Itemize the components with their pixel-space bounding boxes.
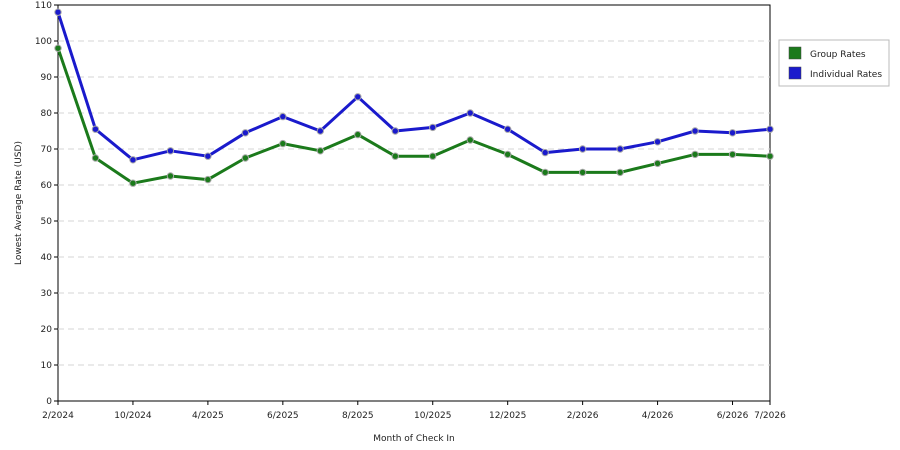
gridlines — [58, 40, 770, 366]
data-point-group-rates — [391, 152, 399, 160]
data-point-individual-rates — [279, 112, 287, 121]
data-point-individual-rates — [391, 127, 399, 135]
data-point-group-rates — [241, 154, 250, 162]
data-point-group-rates — [354, 130, 362, 139]
data-point-individual-rates — [316, 127, 325, 135]
series-group-rates — [54, 44, 774, 187]
data-point-individual-rates — [578, 145, 587, 153]
data-point-individual-rates — [691, 127, 699, 135]
series-individual-rates — [54, 8, 774, 164]
legend-swatch — [788, 46, 802, 60]
plot-area — [57, 4, 771, 402]
x-tick-label: 6/2026 — [717, 411, 749, 421]
x-tick-label: 12/2025 — [489, 411, 526, 421]
x-axis: 2/2024 10/2024 4/2025 6/2025 8/2025 10/2025 12… — [42, 401, 786, 421]
y-tick-label: 0 — [46, 397, 52, 407]
y-tick-label: 40 — [41, 253, 53, 263]
y-tick-label: 10 — [41, 361, 53, 371]
data-point-group-rates — [204, 175, 212, 184]
x-tick-label: 8/2025 — [342, 411, 374, 421]
y-tick-label: 60 — [41, 181, 53, 191]
data-point-individual-rates — [466, 109, 474, 117]
x-tick-label: 2/2024 — [42, 411, 74, 421]
data-point-individual-rates — [204, 152, 212, 160]
data-point-group-rates — [166, 172, 175, 180]
x-tick-label: 10/2025 — [414, 411, 451, 421]
data-point-group-rates — [653, 159, 662, 168]
y-tick-label: 100 — [35, 37, 52, 47]
data-point-group-rates — [691, 150, 699, 159]
data-point-individual-rates — [429, 123, 437, 132]
data-point-individual-rates — [241, 129, 250, 137]
data-point-group-rates — [766, 152, 774, 160]
data-point-group-rates — [129, 179, 137, 187]
y-tick-label: 70 — [41, 145, 53, 155]
y-tick-label: 20 — [41, 325, 53, 335]
data-point-individual-rates — [653, 138, 662, 146]
x-axis-title: Month of Check In — [373, 434, 455, 444]
data-point-group-rates — [578, 168, 587, 177]
data-point-individual-rates — [541, 148, 549, 157]
data-point-group-rates — [91, 154, 100, 162]
data-point-individual-rates — [354, 93, 362, 101]
y-tick-label: 90 — [41, 73, 53, 83]
legend-label: Individual Rates — [810, 70, 882, 80]
data-point-group-rates — [541, 168, 549, 177]
data-point-individual-rates — [91, 125, 100, 133]
y-tick-label: 50 — [41, 217, 53, 227]
series-line-individual-rates — [56, 11, 771, 162]
x-tick-label: 10/2024 — [114, 411, 152, 421]
x-tick-label: 2/2026 — [567, 411, 599, 421]
data-point-group-rates — [616, 168, 624, 177]
data-point-group-rates — [429, 152, 437, 160]
x-tick-label: 6/2025 — [267, 411, 299, 421]
data-point-group-rates — [466, 136, 474, 144]
data-point-individual-rates — [129, 156, 137, 164]
series-line-group-rates — [56, 47, 771, 185]
y-axis-title: Lowest Average Rate (USD) — [14, 141, 24, 265]
y-tick-label: 30 — [41, 289, 53, 299]
data-point-group-rates — [503, 150, 512, 159]
data-point-group-rates — [728, 150, 737, 159]
data-point-group-rates — [316, 147, 325, 155]
data-point-individual-rates — [54, 8, 62, 16]
data-point-group-rates — [54, 44, 62, 52]
x-tick-label: 7/2026 — [754, 411, 786, 421]
y-axis: 0 10 20 30 40 50 60 70 80 90 100 110 — [35, 1, 58, 407]
x-tick-label: 4/2026 — [642, 411, 674, 421]
legend: Group Rates Individual Rates — [778, 39, 890, 87]
data-point-individual-rates — [728, 129, 737, 137]
y-tick-label: 80 — [41, 109, 53, 119]
data-point-individual-rates — [616, 145, 624, 153]
y-tick-label: 110 — [35, 1, 52, 11]
data-point-individual-rates — [766, 125, 774, 133]
series-lines — [54, 8, 774, 187]
data-point-group-rates — [279, 139, 287, 148]
data-point-individual-rates — [503, 125, 512, 133]
legend-label: Group Rates — [810, 50, 866, 60]
x-tick-label: 4/2025 — [192, 411, 224, 421]
legend-swatch — [788, 66, 802, 80]
data-point-individual-rates — [166, 147, 175, 155]
